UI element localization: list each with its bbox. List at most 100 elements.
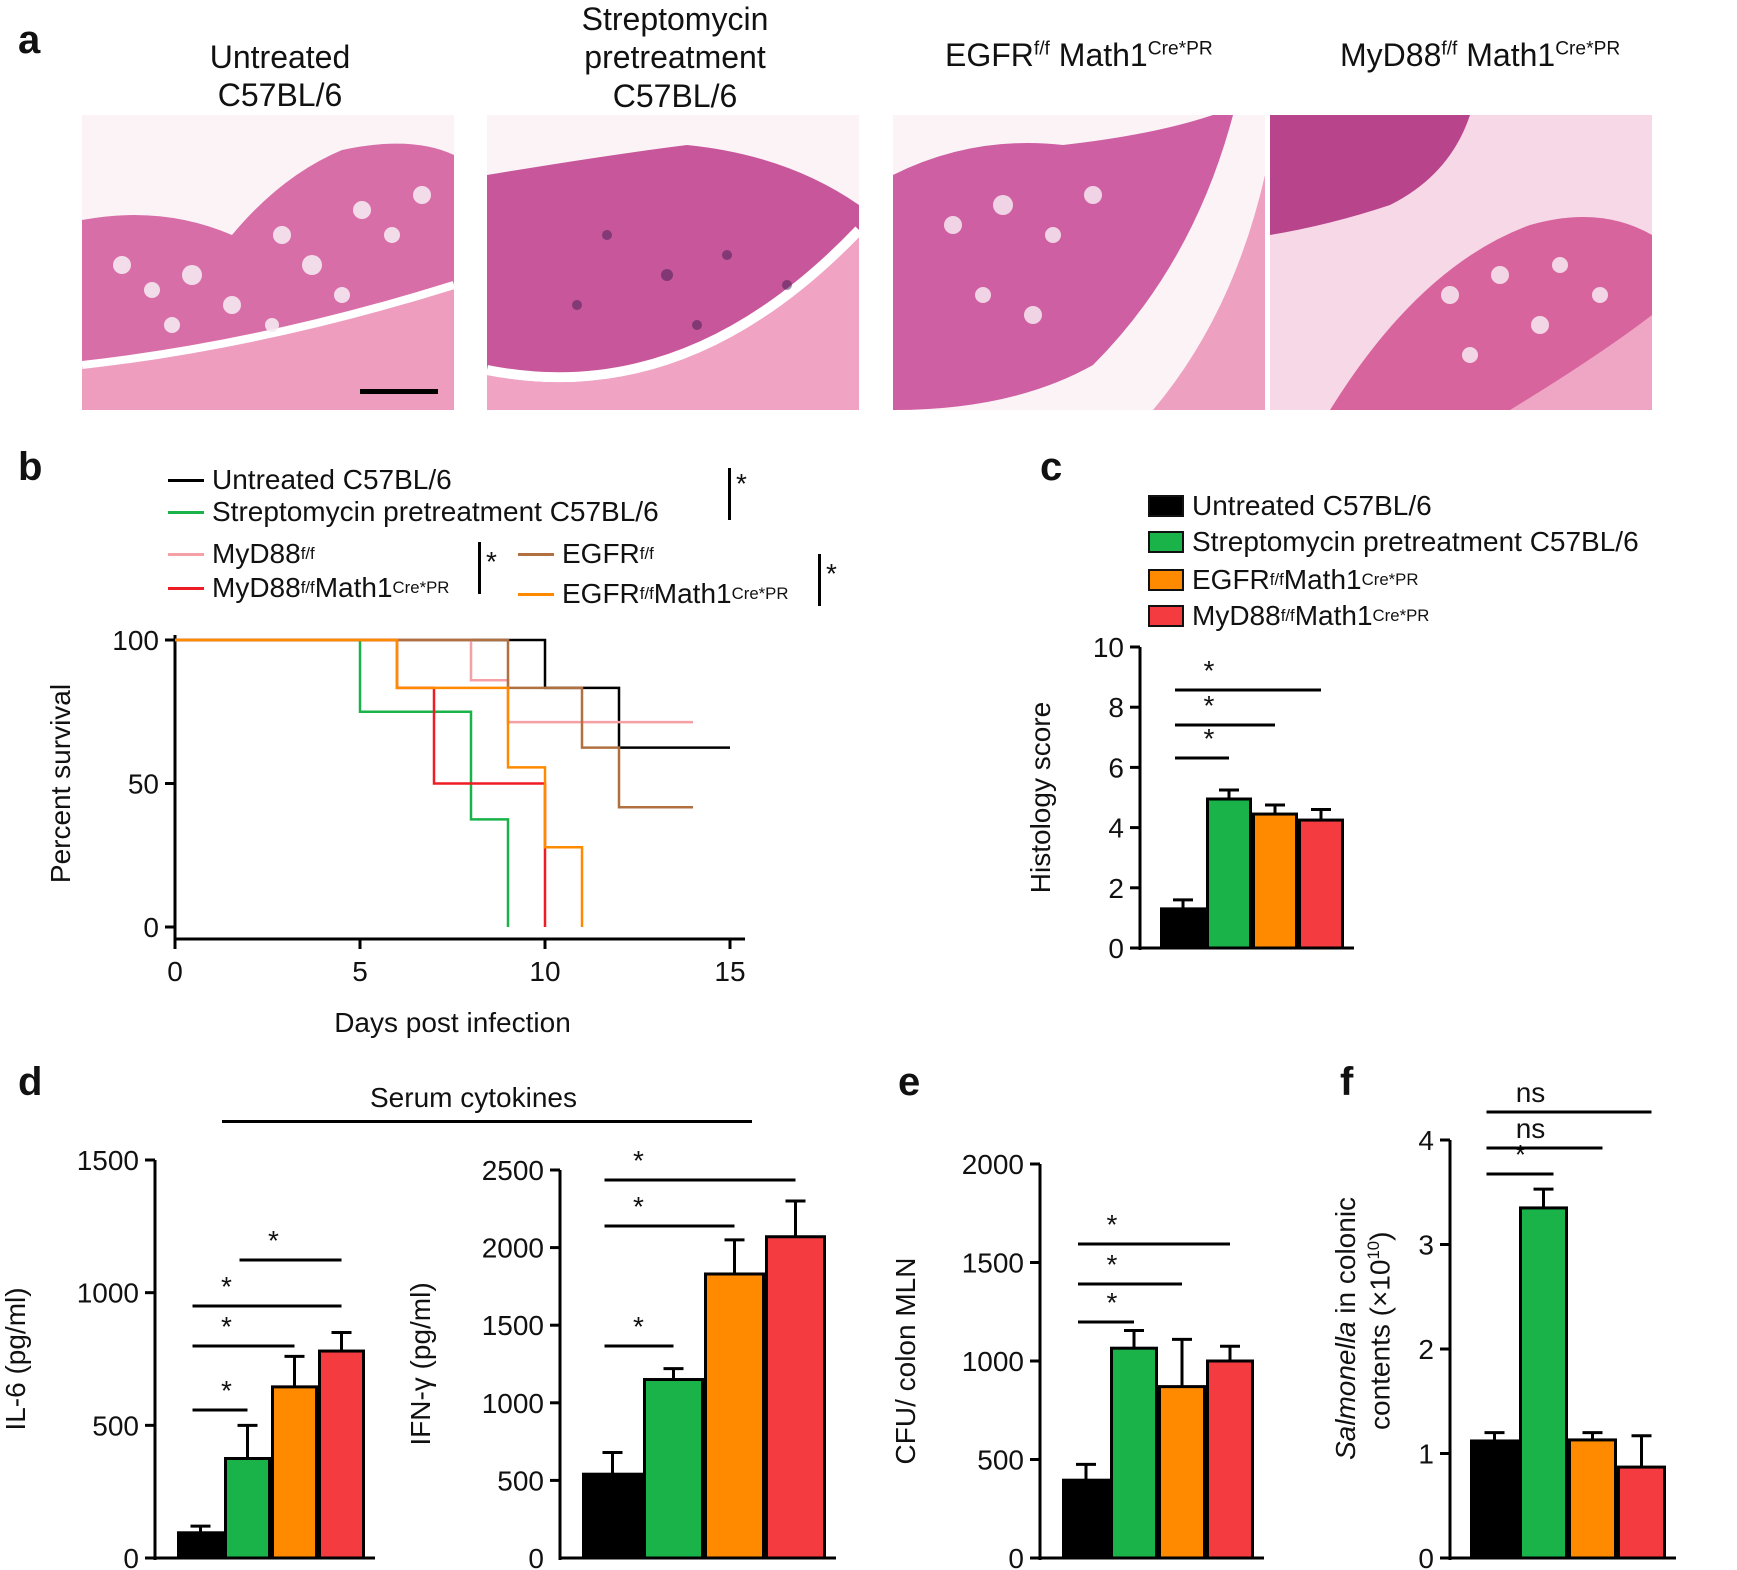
- y-tick-label: 500: [497, 1465, 544, 1496]
- histology-image-myd88: [1270, 115, 1652, 410]
- legend-sup: Cre*PR: [392, 578, 450, 597]
- legend-swatch: [168, 478, 204, 482]
- legend-item-untreated: Untreated C57BL/6: [168, 464, 452, 496]
- legend-text: Math1: [1283, 564, 1362, 595]
- legend-text: EGFR: [562, 538, 640, 569]
- y-tick-label: 10: [1093, 632, 1124, 663]
- significance-label: *: [221, 1375, 232, 1406]
- significance-label: *: [221, 1311, 232, 1342]
- legend-sup: f/f: [1280, 606, 1295, 625]
- legend-text: MyD88: [212, 572, 301, 603]
- tissue-drawing: [1270, 115, 1652, 410]
- panel-label-d: d: [18, 1060, 43, 1104]
- t-main: MyD88: [1340, 37, 1442, 73]
- ifng-chart: 500 1000 1500 2000 2500 IFN-γ (pg/ml) * * * 0: [405, 1145, 836, 1570]
- legend-item-myd88cre: MyD88 f/f Math1 Cre*PR: [168, 572, 449, 604]
- significance-label: *: [1204, 655, 1215, 686]
- legend-text: MyD88: [212, 538, 301, 569]
- y-tick-label: 0: [123, 1543, 139, 1570]
- legend-item-myd88ff: MyD88 f/f: [168, 538, 315, 570]
- panel-label-e: e: [898, 1060, 921, 1104]
- legend-item-strep: Streptomycin pretreatment C57BL/6: [1148, 526, 1639, 558]
- sig-bracket: [818, 554, 821, 606]
- legend-swatch: [518, 592, 554, 596]
- y-tick-label: 0: [1008, 1543, 1024, 1570]
- legend-text: Streptomycin pretreatment C57BL/6: [1192, 526, 1639, 557]
- bar: [582, 1472, 643, 1560]
- legend-text: EGFR: [1192, 564, 1270, 595]
- legend-text: Math1: [1294, 600, 1373, 631]
- legend-swatch: [1148, 569, 1184, 591]
- legend-text: Untreated C57BL/6: [212, 464, 452, 495]
- t-mid: Math1: [1457, 37, 1556, 73]
- y-axis-label: CFU/ colon MLN: [890, 1258, 921, 1465]
- scale-bar: [360, 389, 438, 394]
- bar: [1206, 1359, 1254, 1560]
- title-line: pretreatment: [584, 39, 766, 76]
- histology-title-untreated: Untreated C57BL/6: [190, 38, 370, 115]
- legend-swatch: [1148, 495, 1184, 517]
- histology-image-strep: [487, 115, 859, 410]
- legend-swatch: [168, 552, 204, 556]
- histology-title-strep: Streptomycin pretreatment C57BL/6: [565, 0, 785, 115]
- histology-title-egfr: EGFRf/f Math1Cre*PR: [945, 36, 1235, 74]
- legend-item-strep: Streptomycin pretreatment C57BL/6: [168, 496, 659, 528]
- y-tick-label: 4: [1108, 813, 1124, 844]
- x-axis-label: Days post infection: [334, 1007, 571, 1038]
- y-tick-label: 2000: [962, 1149, 1024, 1180]
- legend-item-myd88: MyD88 f/f Math1 Cre*PR: [1148, 600, 1429, 632]
- significance-label: *: [633, 1191, 644, 1222]
- bar: [1062, 1478, 1110, 1560]
- bar: [1298, 818, 1344, 950]
- x-tick-label: 0: [167, 956, 183, 987]
- bar: [643, 1378, 704, 1560]
- legend-swatch: [168, 510, 204, 514]
- histology-image-untreated: [82, 115, 454, 410]
- bar: [1519, 1206, 1568, 1560]
- panel-label-a: a: [18, 18, 41, 62]
- bar: [177, 1531, 224, 1560]
- y-tick-label: 0: [1418, 1543, 1434, 1570]
- significance-label: *: [221, 1271, 232, 1302]
- bar: [1568, 1438, 1617, 1560]
- y-tick-label: 500: [92, 1410, 139, 1441]
- t-main: EGFR: [945, 37, 1034, 73]
- bar: [224, 1457, 271, 1560]
- legend-swatch: [168, 586, 204, 590]
- histology-image-egfr: [893, 115, 1265, 410]
- tissue-drawing: [893, 115, 1265, 410]
- significance-label: *: [1107, 1209, 1118, 1240]
- legend-sup: Cre*PR: [1372, 606, 1430, 625]
- legend-swatch: [518, 552, 554, 556]
- significance-label: *: [1107, 1249, 1118, 1280]
- y-tick-label: 0: [1108, 933, 1124, 964]
- survival-line: [175, 638, 730, 749]
- y-tick-label: 1500: [482, 1310, 544, 1341]
- sig-star: *: [486, 546, 497, 577]
- title-line: C57BL/6: [612, 77, 738, 114]
- bar: [1158, 1385, 1206, 1560]
- t-sup: Cre*PR: [1147, 38, 1213, 60]
- bar: [1160, 907, 1206, 950]
- significance-label: *: [268, 1225, 279, 1256]
- histology-title-myd88: MyD88f/f Math1Cre*PR: [1340, 36, 1630, 74]
- y-axis-label: IL-6 (pg/ml): [0, 1287, 31, 1430]
- y-axis-label: Percent survival: [45, 684, 76, 883]
- panel-label-b: b: [18, 445, 43, 489]
- y-tick-label: 2: [1108, 873, 1124, 904]
- legend-sup: f/f: [1269, 570, 1284, 589]
- y-axis-label: IFN-γ (pg/ml): [405, 1282, 436, 1445]
- y-tick-label: 1000: [77, 1278, 139, 1309]
- legend-text: MyD88: [1192, 600, 1281, 631]
- legend-text: Math1: [653, 578, 732, 609]
- legend-sup: Cre*PR: [731, 584, 789, 603]
- legend-item-untreated: Untreated C57BL/6: [1148, 490, 1432, 522]
- ylabel-italic: Salmonella: [1330, 1321, 1361, 1460]
- legend-text: EGFR: [562, 578, 640, 609]
- y-tick-label: 4: [1418, 1125, 1434, 1156]
- legend-item-egfr: EGFR f/f Math1 Cre*PR: [1148, 564, 1419, 596]
- survival-line: [175, 638, 584, 927]
- survival-chart: 0 50 100 0 5 10 15 Days post infection Percent s…: [45, 625, 746, 1038]
- legend-swatch: [1148, 531, 1184, 553]
